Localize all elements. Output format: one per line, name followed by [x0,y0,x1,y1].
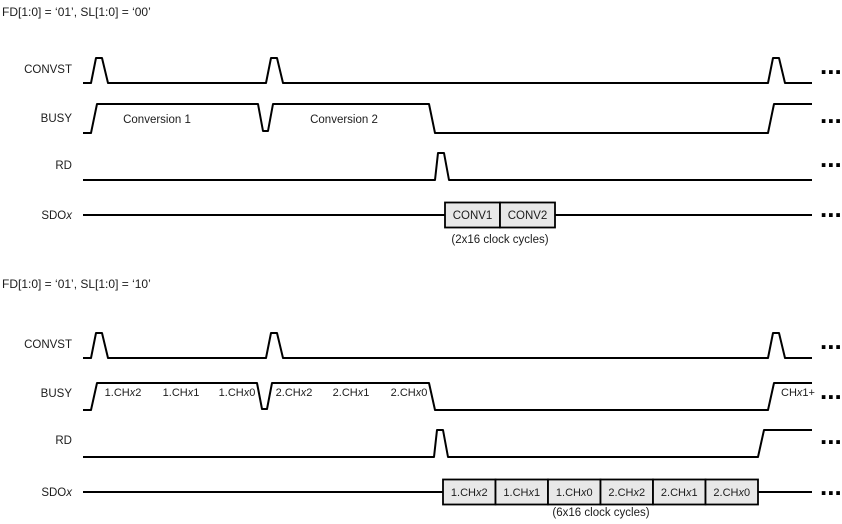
sdo-data-box [442,478,497,506]
signal-label-rd: RD [55,160,72,172]
continuation-ellipsis: ... [820,325,842,355]
sdo-box-label: CONV2 [508,210,548,222]
busy-segment-label: 1.CHx1 [163,387,200,399]
clock-cycles-caption: (6x16 clock cycles) [552,507,649,519]
signal-label-sdox: SDOx [41,487,73,499]
continuation-ellipsis: ... [820,143,842,173]
sdo-data-box [494,478,549,506]
sdo-box-label: 1.CHx2 [451,487,488,499]
convst-waveform [83,332,812,359]
diagram-fd01-sl00: FD[1:0] = ‘01’, SL[1:0] = ‘00’ CONVST ..… [2,5,842,246]
sdo-box-label: 1.CHx0 [556,487,593,499]
signal-label-convst: CONVST [24,339,72,351]
busy-segment-label: 1.CHx2 [105,387,142,399]
clock-cycles-caption: (2x16 clock cycles) [451,234,548,246]
sdo-data-box [599,478,654,506]
signal-label-convst: CONVST [24,64,72,76]
diagram-fd01-sl10: FD[1:0] = ‘01’, SL[1:0] = ‘10’ CONVST ..… [2,277,842,519]
busy-segment-label: 1.CHx0 [219,387,256,399]
sdo-box-label: 2.CHx1 [661,487,698,499]
continuation-ellipsis: ... [820,99,842,129]
rd-waveform [83,152,812,181]
busy-waveform [83,103,812,134]
diagram2-title: FD[1:0] = ‘01’, SL[1:0] = ‘10’ [2,277,151,291]
signal-label-sdox: SDOx [41,210,73,222]
busy-segment-label: Conversion 1 [123,114,191,126]
convst-waveform [83,57,812,84]
continuation-ellipsis: ... [820,50,842,80]
rd-waveform [83,429,812,458]
busy-segment-label: Conversion 2 [310,114,378,126]
busy-segment-label: 2.CHx0 [391,387,428,399]
sdo-data-box [704,478,759,506]
busy-segment-label: 2.CHx2 [276,387,313,399]
continuation-ellipsis: ... [820,420,842,450]
sdo-box-label: 2.CHx0 [713,487,750,499]
busy-next-channel-label: CHx1+ [781,387,815,399]
busy-segment-label: 2.CHx1 [333,387,370,399]
continuation-ellipsis: ... [820,375,842,405]
continuation-ellipsis: ... [820,193,842,223]
busy-waveform [83,382,812,411]
signal-label-busy: BUSY [41,388,73,400]
sdo-data-box [499,201,556,229]
sdo-box-label: CONV1 [453,210,493,222]
sdo-box-label: 1.CHx1 [503,487,540,499]
sdo-data-box [547,478,602,506]
signal-label-busy: BUSY [41,113,73,125]
sdo-box-label: 2.CHx2 [608,487,645,499]
signal-label-rd: RD [55,435,72,447]
diagram1-title: FD[1:0] = ‘01’, SL[1:0] = ‘00’ [2,5,151,19]
continuation-ellipsis: ... [820,471,842,501]
